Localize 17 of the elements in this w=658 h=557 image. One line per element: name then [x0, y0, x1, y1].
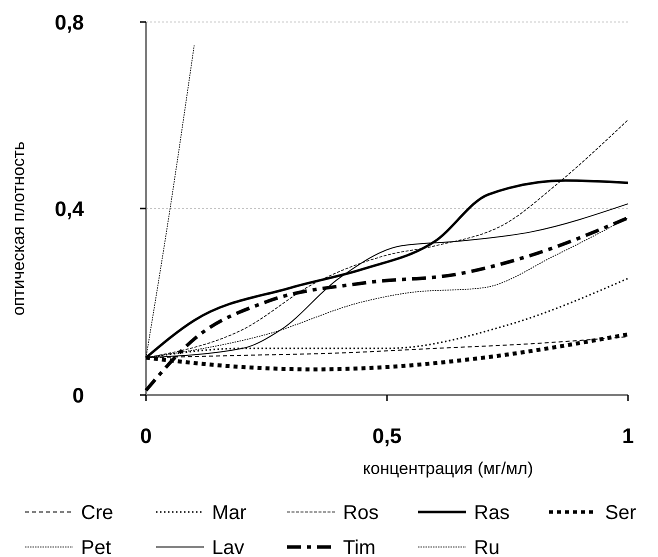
y-tick-label: 0,8	[54, 11, 84, 34]
legend-label: Mar	[212, 502, 247, 524]
legend-label: Tim	[343, 537, 376, 557]
legend-label: Pet	[81, 537, 112, 557]
y-tick-label: 0	[72, 384, 84, 408]
legend-label: Lav	[212, 537, 244, 557]
x-tick-label: 0	[140, 425, 152, 448]
x-tick-label: 1	[622, 425, 634, 448]
legend-label: Ser	[605, 502, 636, 524]
legend-label: Ru	[474, 537, 500, 557]
x-axis-title: концентрация (мг/мл)	[362, 459, 534, 478]
y-tick-label: 0,4	[54, 198, 84, 221]
legend-label: Cre	[81, 502, 114, 524]
y-axis-title: оптическая плотность	[9, 141, 28, 316]
legend-label: Ros	[343, 502, 379, 524]
legend-label: Ras	[474, 502, 510, 524]
x-tick-label: 0,5	[372, 425, 402, 448]
